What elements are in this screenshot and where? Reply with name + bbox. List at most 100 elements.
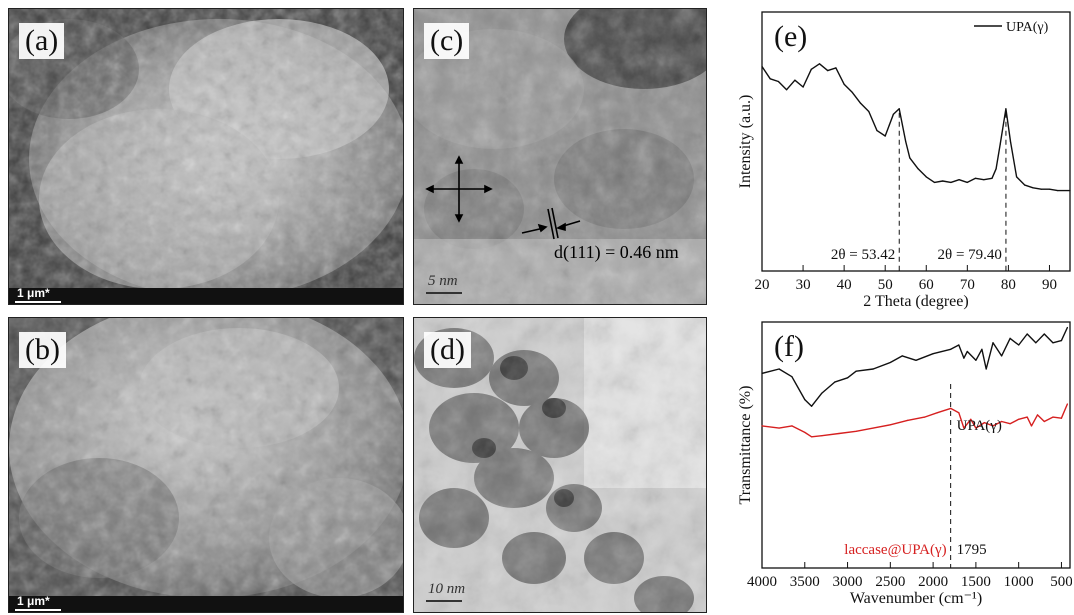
data-point: [846, 377, 849, 379]
scale-bar-label-d: 10 nm: [428, 581, 466, 597]
data-point: [933, 181, 936, 183]
data-point: [791, 425, 793, 427]
data-point: [1005, 108, 1007, 110]
scale-bar-line: [426, 292, 462, 294]
data-point: [923, 416, 926, 418]
scale-bar-line: [15, 609, 61, 611]
data-point: [855, 430, 857, 432]
data-point: [950, 348, 952, 350]
data-point: [761, 65, 763, 68]
data-point: [838, 432, 840, 435]
panel-label-a: (a): [19, 23, 65, 59]
x-tick-label: 1000: [1004, 574, 1034, 590]
panel-label: (e): [774, 20, 807, 53]
data-point: [1024, 184, 1026, 186]
data-point: [983, 421, 986, 424]
data-point: [1066, 403, 1069, 405]
data-point: [963, 427, 965, 429]
sem-texture-a: [9, 9, 403, 304]
data-point: [884, 135, 886, 137]
x-tick-label: 1500: [961, 574, 991, 590]
data-point: [876, 129, 878, 132]
data-point: [898, 108, 900, 110]
data-point: [1036, 414, 1039, 416]
data-point: [811, 405, 813, 407]
data-point: [835, 67, 837, 69]
data-point: [1016, 176, 1018, 178]
data-point: [917, 168, 919, 170]
data-point: [1000, 420, 1003, 423]
x-tick-label: 30: [796, 277, 811, 293]
plot-frame: [761, 321, 1071, 569]
peak-annotation: 2θ = 79.40: [938, 247, 1002, 263]
d-spacing-annotation: d(111) = 0.46 nm: [554, 242, 679, 262]
data-point: [872, 368, 874, 370]
legend-label: UPA(γ): [1006, 20, 1049, 35]
data-point: [1060, 417, 1063, 419]
x-tick-label: 3500: [790, 574, 820, 590]
data-point: [1035, 342, 1037, 344]
x-tick-label: 80: [1001, 277, 1016, 293]
scale-bar-line: [426, 600, 462, 602]
data-point: [802, 86, 804, 88]
sem-texture-b: [9, 318, 403, 612]
data-point: [901, 355, 903, 357]
data-point: [1043, 333, 1045, 335]
y-axis-label: Intensity (a.u.): [737, 95, 754, 189]
series-label-2: laccase@UPA(γ): [844, 542, 946, 558]
x-tick-label: 40: [837, 277, 852, 293]
scale-bar-label-c: 5 nm: [428, 273, 458, 289]
data-point: [1040, 188, 1042, 190]
sem-image-b: (b) 1 μm*: [8, 317, 404, 613]
y-axis-label: Transmittance (%): [737, 386, 754, 505]
data-point: [786, 89, 788, 91]
data-point: [1000, 355, 1003, 357]
data-point: [811, 436, 813, 438]
data-point: [936, 412, 938, 414]
x-tick-label: 2000: [918, 574, 948, 590]
data-point: [859, 102, 862, 104]
wavenumber-marker-label: 1795: [957, 542, 987, 558]
x-tick-label: 70: [960, 277, 975, 293]
data-point: [889, 424, 891, 426]
data-point: [761, 425, 763, 427]
data-point: [958, 344, 960, 346]
data-point: [1026, 416, 1028, 418]
data-point: [905, 140, 907, 143]
sem-info-bar: [9, 596, 403, 612]
data-point: [872, 427, 874, 429]
data-point: [769, 78, 771, 80]
scale-bar-line: [15, 301, 61, 303]
data-point: [855, 370, 857, 372]
data-point: [834, 381, 836, 383]
plot-frame: [761, 11, 1071, 272]
series-label-1: UPA(γ): [957, 418, 1002, 434]
data-point: [851, 91, 853, 94]
panel-label-b: (b): [19, 332, 66, 368]
data-point: [958, 179, 960, 181]
data-point: [932, 353, 934, 355]
sem-info-bar: [9, 288, 403, 304]
data-point: [1009, 423, 1011, 425]
tem-image-c: (c) d(111) = 0.46 nm 5 nm: [413, 8, 707, 305]
data-point: [1009, 337, 1011, 339]
sem-image-a: (a) 1 μm*: [8, 8, 404, 305]
data-point: [1048, 188, 1051, 190]
data-point: [974, 177, 977, 179]
peak-annotation: 2θ = 53.42: [831, 247, 895, 263]
data-point: [1052, 416, 1054, 418]
data-point: [778, 368, 780, 370]
data-point: [958, 412, 960, 414]
data-point: [791, 376, 793, 378]
data-point: [868, 110, 870, 113]
data-point: [985, 368, 987, 370]
data-point: [843, 83, 845, 85]
x-axis-label: 2 Theta (degree): [863, 293, 968, 310]
data-point: [1043, 420, 1045, 423]
x-tick-label: 2500: [875, 574, 905, 590]
data-point: [950, 181, 952, 183]
data-point: [992, 342, 994, 344]
data-point: [1052, 342, 1054, 344]
data-point: [975, 359, 977, 361]
data-point: [966, 181, 968, 183]
